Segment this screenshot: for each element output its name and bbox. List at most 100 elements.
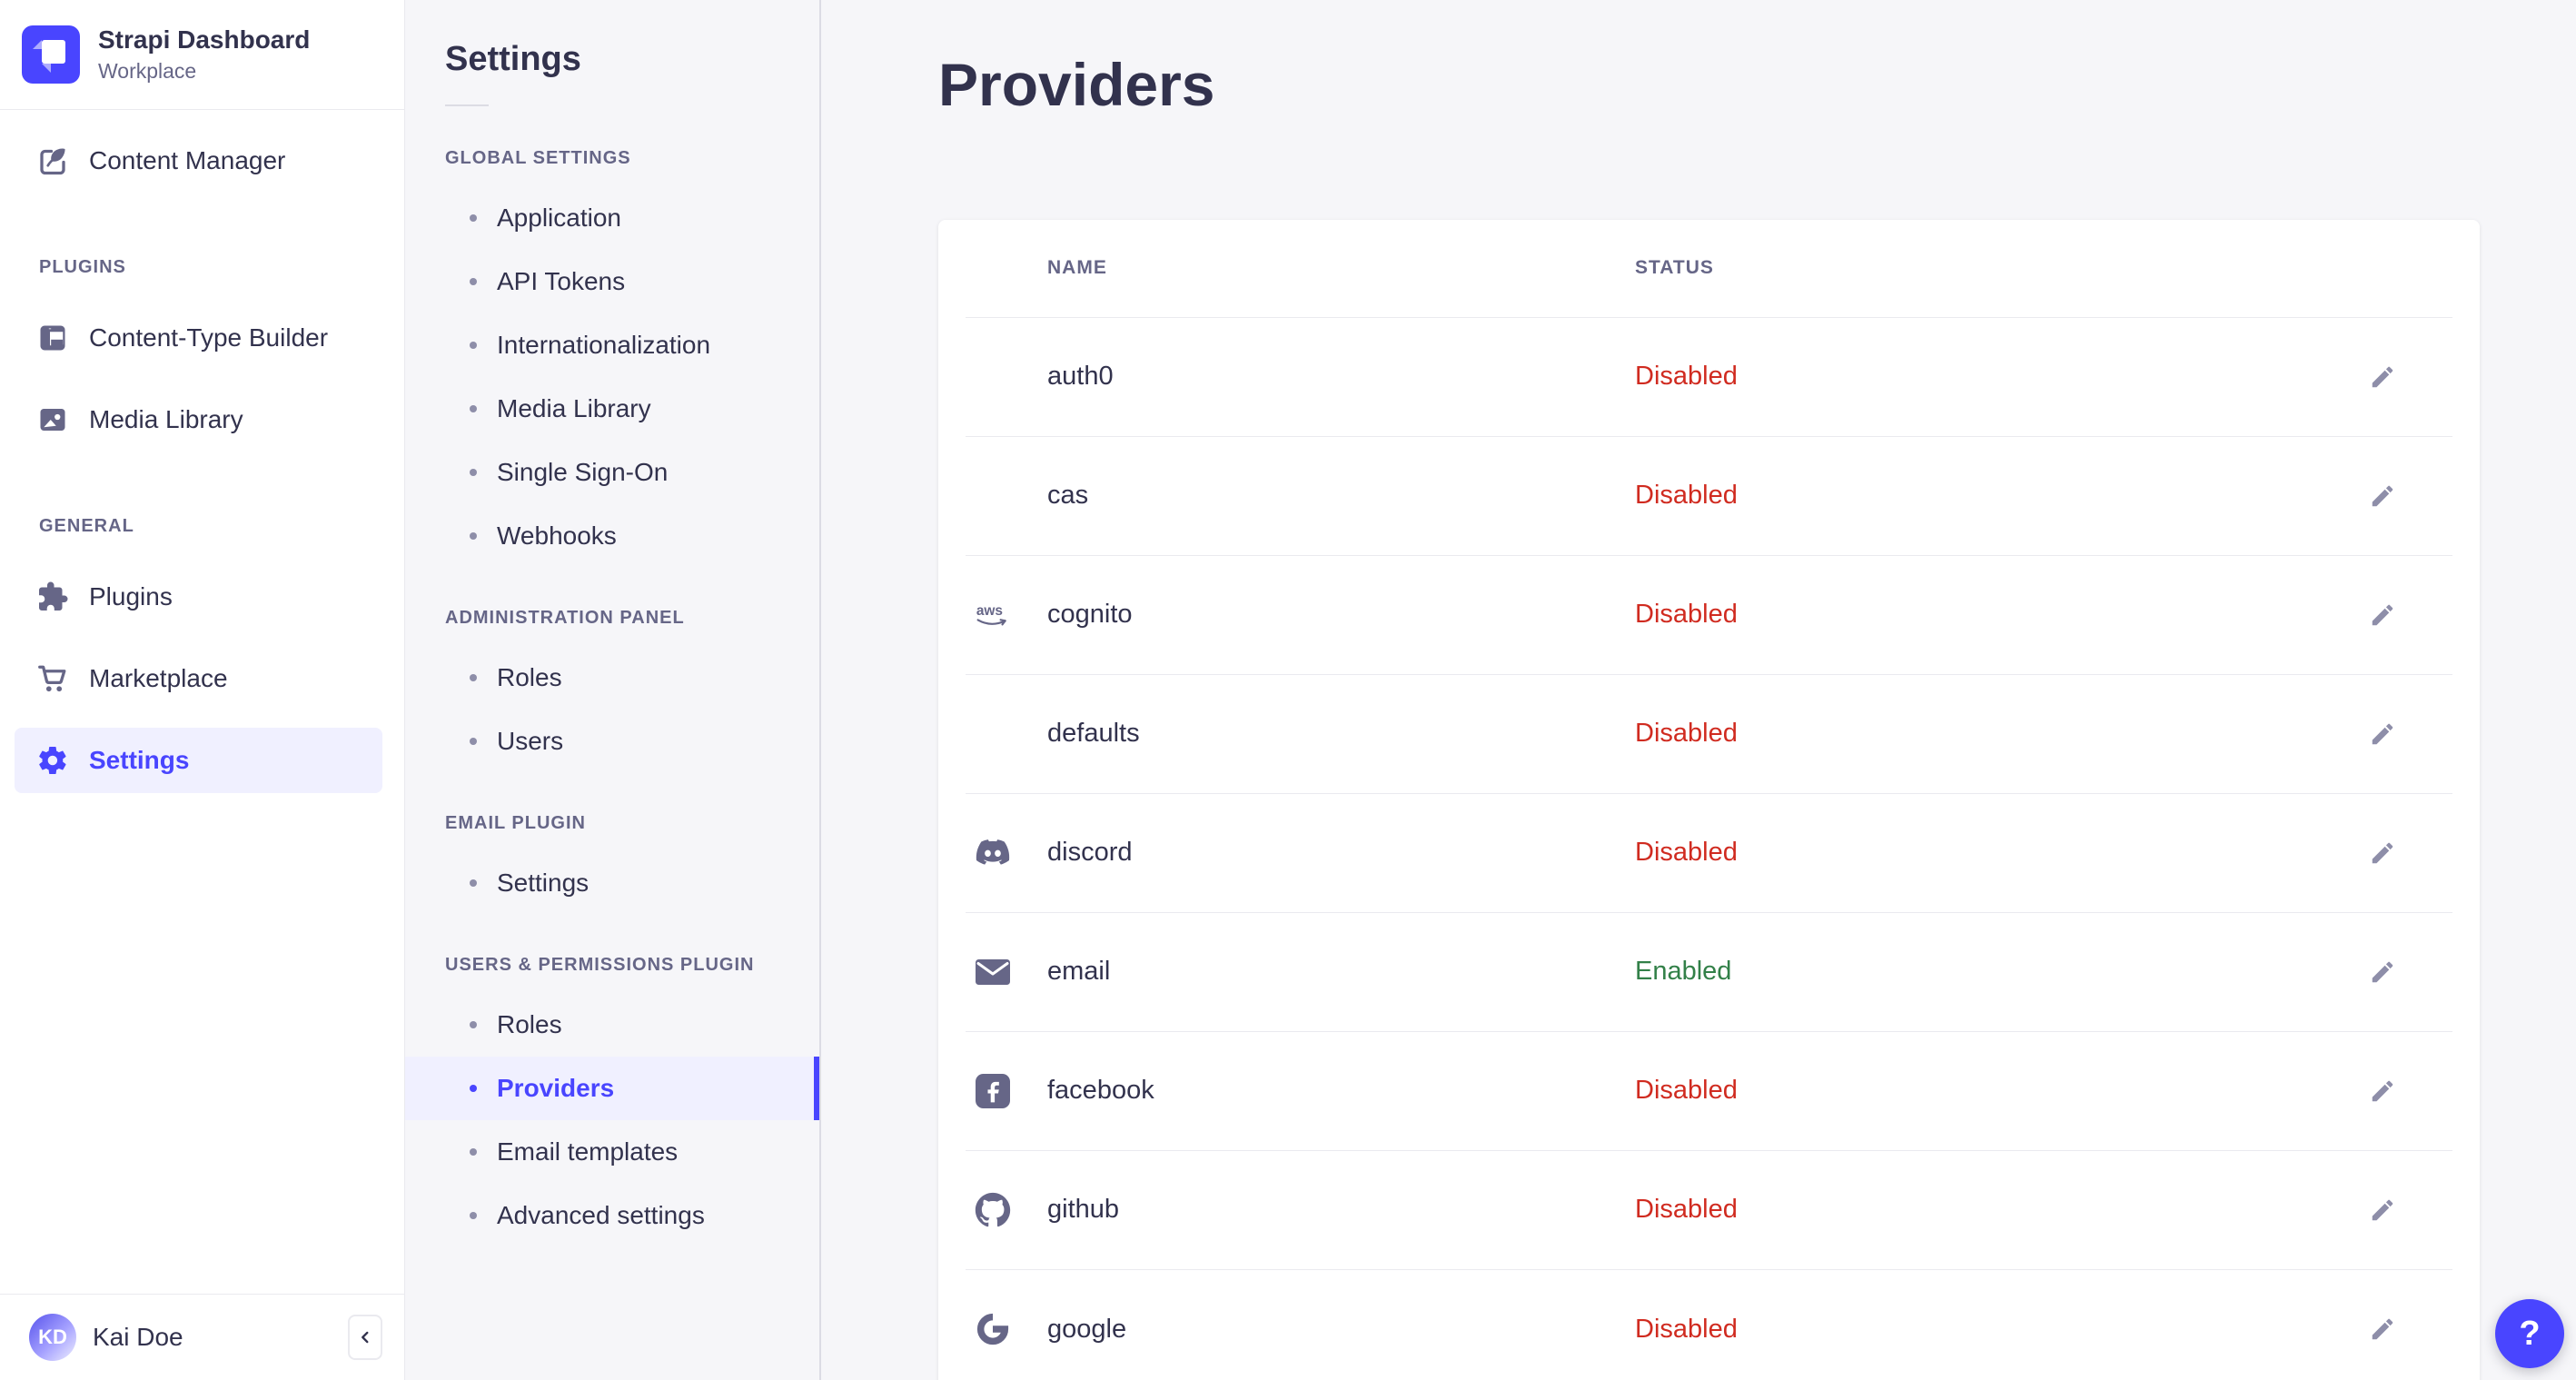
- facebook-icon: [975, 1072, 1011, 1110]
- subnav-item-label: Internationalization: [497, 331, 711, 359]
- feather-pen-icon: [36, 144, 69, 177]
- subnav-section-users-permissions-plugin: USERS & PERMISSIONS PLUGIN Roles Provide…: [405, 955, 819, 1247]
- workspace-name: Workplace: [98, 59, 197, 84]
- pencil-icon: [2372, 842, 2393, 864]
- providers-table: NAME STATUS auth0 Disabled cas Disabled: [938, 219, 2480, 1380]
- status-badge: Enabled: [1635, 957, 1732, 987]
- subnav-item-label: Webhooks: [497, 521, 617, 550]
- subnav-item-label: Roles: [497, 663, 562, 691]
- subnav-section-label: GLOBAL SETTINGS: [445, 148, 631, 168]
- google-icon: [975, 1310, 1011, 1348]
- subnav-title: Settings: [445, 40, 581, 78]
- column-header-name: NAME: [1047, 257, 1107, 279]
- subnav-item-email-templates[interactable]: Email templates: [405, 1120, 819, 1184]
- sidebar-nav: Content Manager PLUGINS Content-Type Bui…: [0, 110, 404, 809]
- subnav-item-media-library[interactable]: Media Library: [405, 377, 819, 441]
- subnav-item-internationalization[interactable]: Internationalization: [405, 313, 819, 377]
- strapi-logo-icon: [22, 25, 80, 84]
- bullet-icon: [470, 879, 477, 887]
- pencil-icon: [2372, 604, 2393, 626]
- subnav-item-label: Providers: [497, 1074, 615, 1102]
- subnav-section-global-settings: GLOBAL SETTINGS Application API Tokens I…: [405, 148, 819, 568]
- table-row[interactable]: facebook Disabled: [966, 1032, 2452, 1151]
- edit-provider-button[interactable]: [2364, 1192, 2401, 1228]
- bullet-icon: [470, 532, 477, 540]
- provider-icon-none: [975, 715, 1011, 753]
- table-row[interactable]: cas Disabled: [966, 437, 2452, 556]
- subnav-item-providers[interactable]: Providers: [405, 1057, 819, 1120]
- table-row[interactable]: aws cognito Disabled: [966, 556, 2452, 675]
- edit-provider-button[interactable]: [2364, 597, 2401, 633]
- table-row[interactable]: google Disabled: [966, 1270, 2452, 1380]
- provider-name: github: [1047, 1195, 1120, 1225]
- sidebar-item-media-library[interactable]: Media Library: [15, 387, 390, 452]
- edit-provider-button[interactable]: [2364, 835, 2401, 871]
- sidebar-item-settings[interactable]: Settings: [15, 728, 382, 794]
- settings-subnav: Settings GLOBAL SETTINGS Application API…: [405, 0, 821, 1380]
- subnav-item-roles[interactable]: Roles: [405, 646, 819, 710]
- edit-provider-button[interactable]: [2364, 478, 2401, 514]
- provider-name: cognito: [1047, 600, 1133, 630]
- table-row[interactable]: auth0 Disabled: [966, 318, 2452, 437]
- user-name: Kai Doe: [93, 1323, 183, 1351]
- sidebar-item-content-type-builder[interactable]: Content-Type Builder: [15, 305, 390, 371]
- subnav-item-up-roles[interactable]: Roles: [405, 993, 819, 1057]
- shopping-cart-icon: [36, 662, 69, 695]
- provider-name: email: [1047, 957, 1111, 987]
- subnav-item-api-tokens[interactable]: API Tokens: [405, 250, 819, 313]
- collapse-sidebar-button[interactable]: [348, 1315, 382, 1360]
- sidebar-item-content-manager[interactable]: Content Manager: [15, 128, 390, 194]
- subnav-item-webhooks[interactable]: Webhooks: [405, 504, 819, 568]
- user-profile[interactable]: KD Kai Doe: [0, 1294, 404, 1380]
- envelope-icon: [975, 953, 1011, 991]
- main-sidebar: Strapi Dashboard Workplace Content Manag…: [0, 0, 405, 1380]
- table-row[interactable]: github Disabled: [966, 1151, 2452, 1270]
- provider-name: discord: [1047, 838, 1133, 868]
- bullet-icon: [470, 738, 477, 745]
- status-badge: Disabled: [1635, 600, 1738, 630]
- pencil-icon: [2372, 485, 2393, 507]
- edit-provider-button[interactable]: [2364, 716, 2401, 752]
- subnav-item-label: Media Library: [497, 394, 651, 422]
- sidebar-item-marketplace[interactable]: Marketplace: [15, 646, 390, 711]
- github-icon: [975, 1191, 1011, 1229]
- pencil-icon: [2372, 366, 2393, 388]
- bullet-icon: [470, 278, 477, 285]
- bullet-icon: [470, 214, 477, 222]
- help-button[interactable]: ?: [2495, 1299, 2564, 1368]
- provider-name: cas: [1047, 481, 1089, 511]
- edit-provider-button[interactable]: [2364, 1311, 2401, 1347]
- edit-provider-button[interactable]: [2364, 954, 2401, 990]
- avatar: KD: [29, 1314, 76, 1361]
- bullet-icon: [470, 1021, 477, 1028]
- subnav-item-email-settings[interactable]: Settings: [405, 851, 819, 915]
- status-badge: Disabled: [1635, 838, 1738, 868]
- table-row[interactable]: email Enabled: [966, 913, 2452, 1032]
- subnav-section-label: USERS & PERMISSIONS PLUGIN: [445, 955, 755, 975]
- sidebar-item-label: Content Manager: [89, 146, 286, 175]
- subnav-item-application[interactable]: Application: [405, 186, 819, 250]
- subnav-item-advanced-settings[interactable]: Advanced settings: [405, 1184, 819, 1247]
- table-row[interactable]: defaults Disabled: [966, 675, 2452, 794]
- subnav-item-label: Application: [497, 204, 621, 232]
- bullet-icon: [470, 469, 477, 476]
- sidebar-section-plugins: PLUGINS: [39, 257, 126, 278]
- subnav-item-single-sign-on[interactable]: Single Sign-On: [405, 441, 819, 504]
- sidebar-section-general: GENERAL: [39, 516, 134, 537]
- sidebar-item-plugins[interactable]: Plugins: [15, 564, 390, 630]
- edit-provider-button[interactable]: [2364, 1073, 2401, 1109]
- bullet-icon: [470, 342, 477, 349]
- provider-name: defaults: [1047, 719, 1140, 749]
- layout-grid-icon: [36, 322, 69, 354]
- sidebar-item-label: Plugins: [89, 582, 173, 611]
- edit-provider-button[interactable]: [2364, 359, 2401, 395]
- subnav-section-label: EMAIL PLUGIN: [445, 813, 586, 833]
- main-content: Providers NAME STATUS auth0 Disabled cas…: [821, 0, 2576, 1380]
- pencil-icon: [2372, 1319, 2393, 1340]
- gear-icon: [36, 744, 69, 777]
- pencil-icon: [2372, 961, 2393, 983]
- table-row[interactable]: discord Disabled: [966, 794, 2452, 913]
- subnav-item-users[interactable]: Users: [405, 710, 819, 773]
- provider-icon-none: [975, 477, 1011, 515]
- subnav-section-email-plugin: EMAIL PLUGIN Settings: [405, 813, 819, 915]
